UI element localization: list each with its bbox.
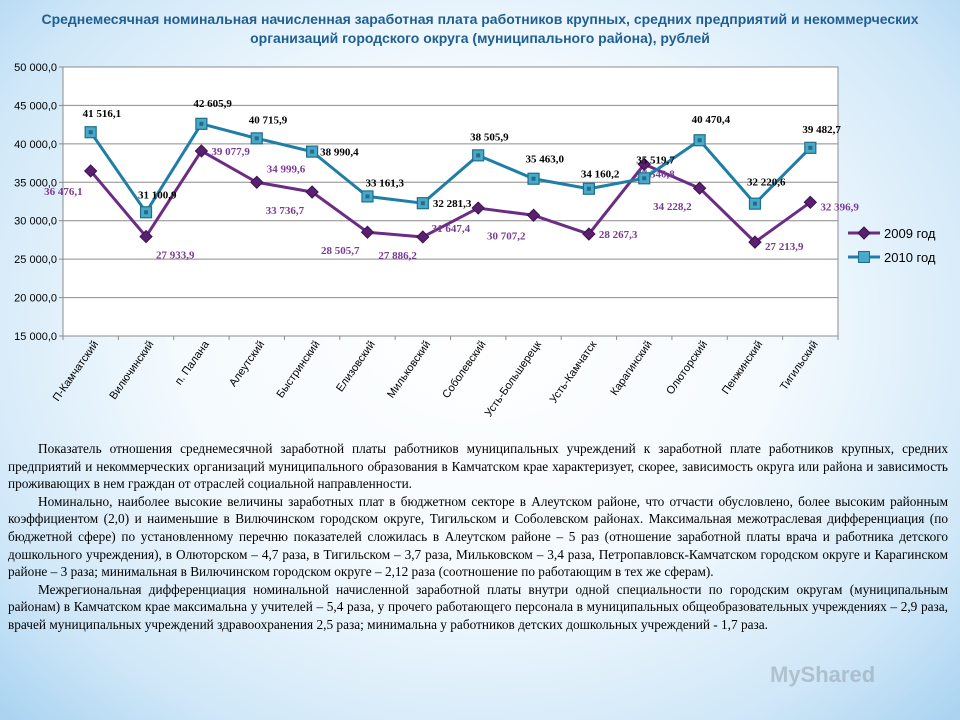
series-line	[89, 122, 812, 214]
data-point	[194, 144, 209, 158]
watermark-logo: MyShared	[770, 662, 876, 687]
x-tick-label: Пенжинский	[720, 339, 766, 397]
data-point	[582, 227, 596, 241]
data-label: 38 505,9	[470, 131, 509, 143]
y-tick-label: 45 000,0	[14, 100, 57, 112]
data-label: 31 647,4	[432, 223, 471, 235]
y-tick-label: 25 000,0	[14, 254, 57, 266]
x-tick-label: Усть-Камчатск	[548, 339, 600, 406]
data-label: 35 463,0	[526, 154, 565, 166]
data-label: 34 999,6	[267, 163, 306, 175]
body-text: Показатель отношения среднемесячной зара…	[8, 440, 948, 634]
data-point	[471, 201, 485, 215]
data-label: 32 220,6	[747, 177, 786, 189]
y-tick-label: 20 000,0	[14, 293, 57, 305]
data-label: 33 736,7	[266, 205, 305, 217]
x-tick-label: Соболевский	[440, 339, 488, 401]
legend-label: 2009 год	[884, 226, 936, 241]
data-label: 36 476,1	[44, 186, 83, 198]
data-label: 31 100,9	[138, 189, 177, 201]
x-tick-label: Мильковский	[385, 339, 433, 401]
x-tick-label: Тигильский	[778, 339, 821, 393]
data-label: 27 933,9	[156, 250, 195, 262]
data-label: 41 516,1	[83, 108, 122, 120]
data-point-inner	[697, 138, 702, 143]
y-tick-label: 35 000,0	[14, 177, 57, 189]
y-tick-label: 30 000,0	[14, 216, 57, 228]
data-label: 30 707,2	[487, 230, 526, 242]
data-point	[83, 164, 98, 178]
x-tick-label: Елизовский	[334, 339, 378, 394]
data-point	[305, 185, 319, 199]
series-line	[89, 149, 812, 244]
x-tick-label: Алеутский	[227, 339, 267, 389]
x-tick-label: п. Палана	[173, 338, 212, 387]
data-point	[416, 230, 430, 244]
data-point	[748, 235, 762, 249]
data-label: 32 396,9	[820, 201, 859, 213]
chart-title: Среднемесячная номинальная начисленная з…	[41, 11, 919, 46]
data-label: 33 161,3	[365, 177, 404, 189]
data-point-inner	[144, 210, 149, 215]
data-point	[637, 157, 651, 172]
legend-entry: 2010 год	[848, 250, 936, 265]
data-label: 38 990,4	[320, 147, 359, 159]
legend-marker	[858, 251, 870, 263]
data-point	[250, 175, 264, 189]
y-tick-label: 50 000,0	[14, 62, 57, 74]
data-label: 34 228,2	[653, 201, 692, 213]
legend-label: 2010 год	[884, 250, 936, 265]
data-label: 40 715,9	[249, 114, 288, 126]
data-point-inner	[420, 201, 425, 206]
data-point-inner	[476, 153, 481, 158]
data-point-inner	[310, 149, 315, 154]
data-point	[526, 208, 541, 222]
data-point-inner	[752, 201, 757, 206]
x-tick-label: Быстринский	[275, 339, 323, 400]
x-tick-label: П-Камчатский	[51, 339, 101, 404]
data-point-inner	[365, 194, 370, 199]
data-point-inner	[199, 121, 204, 126]
y-tick-label: 40 000,0	[14, 139, 57, 151]
data-point-inner	[254, 136, 259, 141]
y-tick-label: 15 000,0	[14, 331, 57, 343]
paragraph: Межрегиональная дифференциация номинальн…	[8, 581, 948, 632]
x-tick-label: Олюторский	[664, 339, 710, 397]
data-label: 39 482,7	[802, 124, 841, 136]
data-point-inner	[88, 130, 93, 135]
data-label: 35 519,7	[636, 154, 675, 166]
data-label: 39 077,9	[211, 146, 250, 158]
data-point	[360, 225, 375, 239]
data-point	[139, 229, 153, 244]
data-label: 32 281,3	[433, 198, 472, 210]
plot-area	[62, 66, 839, 337]
legend-marker	[857, 226, 871, 240]
data-label: 40 470,4	[692, 114, 731, 126]
legend-entry: 2009 год	[848, 226, 936, 241]
x-tick-label: Карагинский	[608, 339, 654, 398]
data-label: 28 505,7	[321, 245, 360, 257]
series-2010: 41 516,1 31 100,9 42 605,9 40 715,9 38 990,4…	[83, 98, 841, 219]
paragraph: Показатель отношения среднемесячной зара…	[8, 441, 948, 492]
data-point	[803, 195, 818, 209]
data-point-inner	[586, 186, 591, 191]
paragraph: Номинально, наиболее высокие величины за…	[8, 493, 948, 580]
data-point	[692, 181, 707, 195]
data-label: 42 605,9	[193, 98, 232, 110]
data-point-inner	[808, 145, 813, 150]
data-label: 28 267,3	[599, 229, 638, 241]
data-point-inner	[642, 176, 647, 181]
data-label: 34 160,2	[581, 169, 620, 181]
data-label: 27 213,9	[765, 241, 804, 253]
series-2009: 36 476,1 27 933,9 39 077,9 34 999,6 33 736,7…	[44, 144, 859, 262]
data-label: 27 886,2	[378, 250, 417, 262]
salary-line-chart: 15 000,0 20 000,0 25 000,0 30 000,0 35 000,0…	[14, 62, 936, 420]
x-tick-label: Вилючинский	[107, 339, 156, 402]
x-tick-label: Усть-Большерецк	[483, 339, 544, 420]
data-point-inner	[531, 176, 536, 181]
